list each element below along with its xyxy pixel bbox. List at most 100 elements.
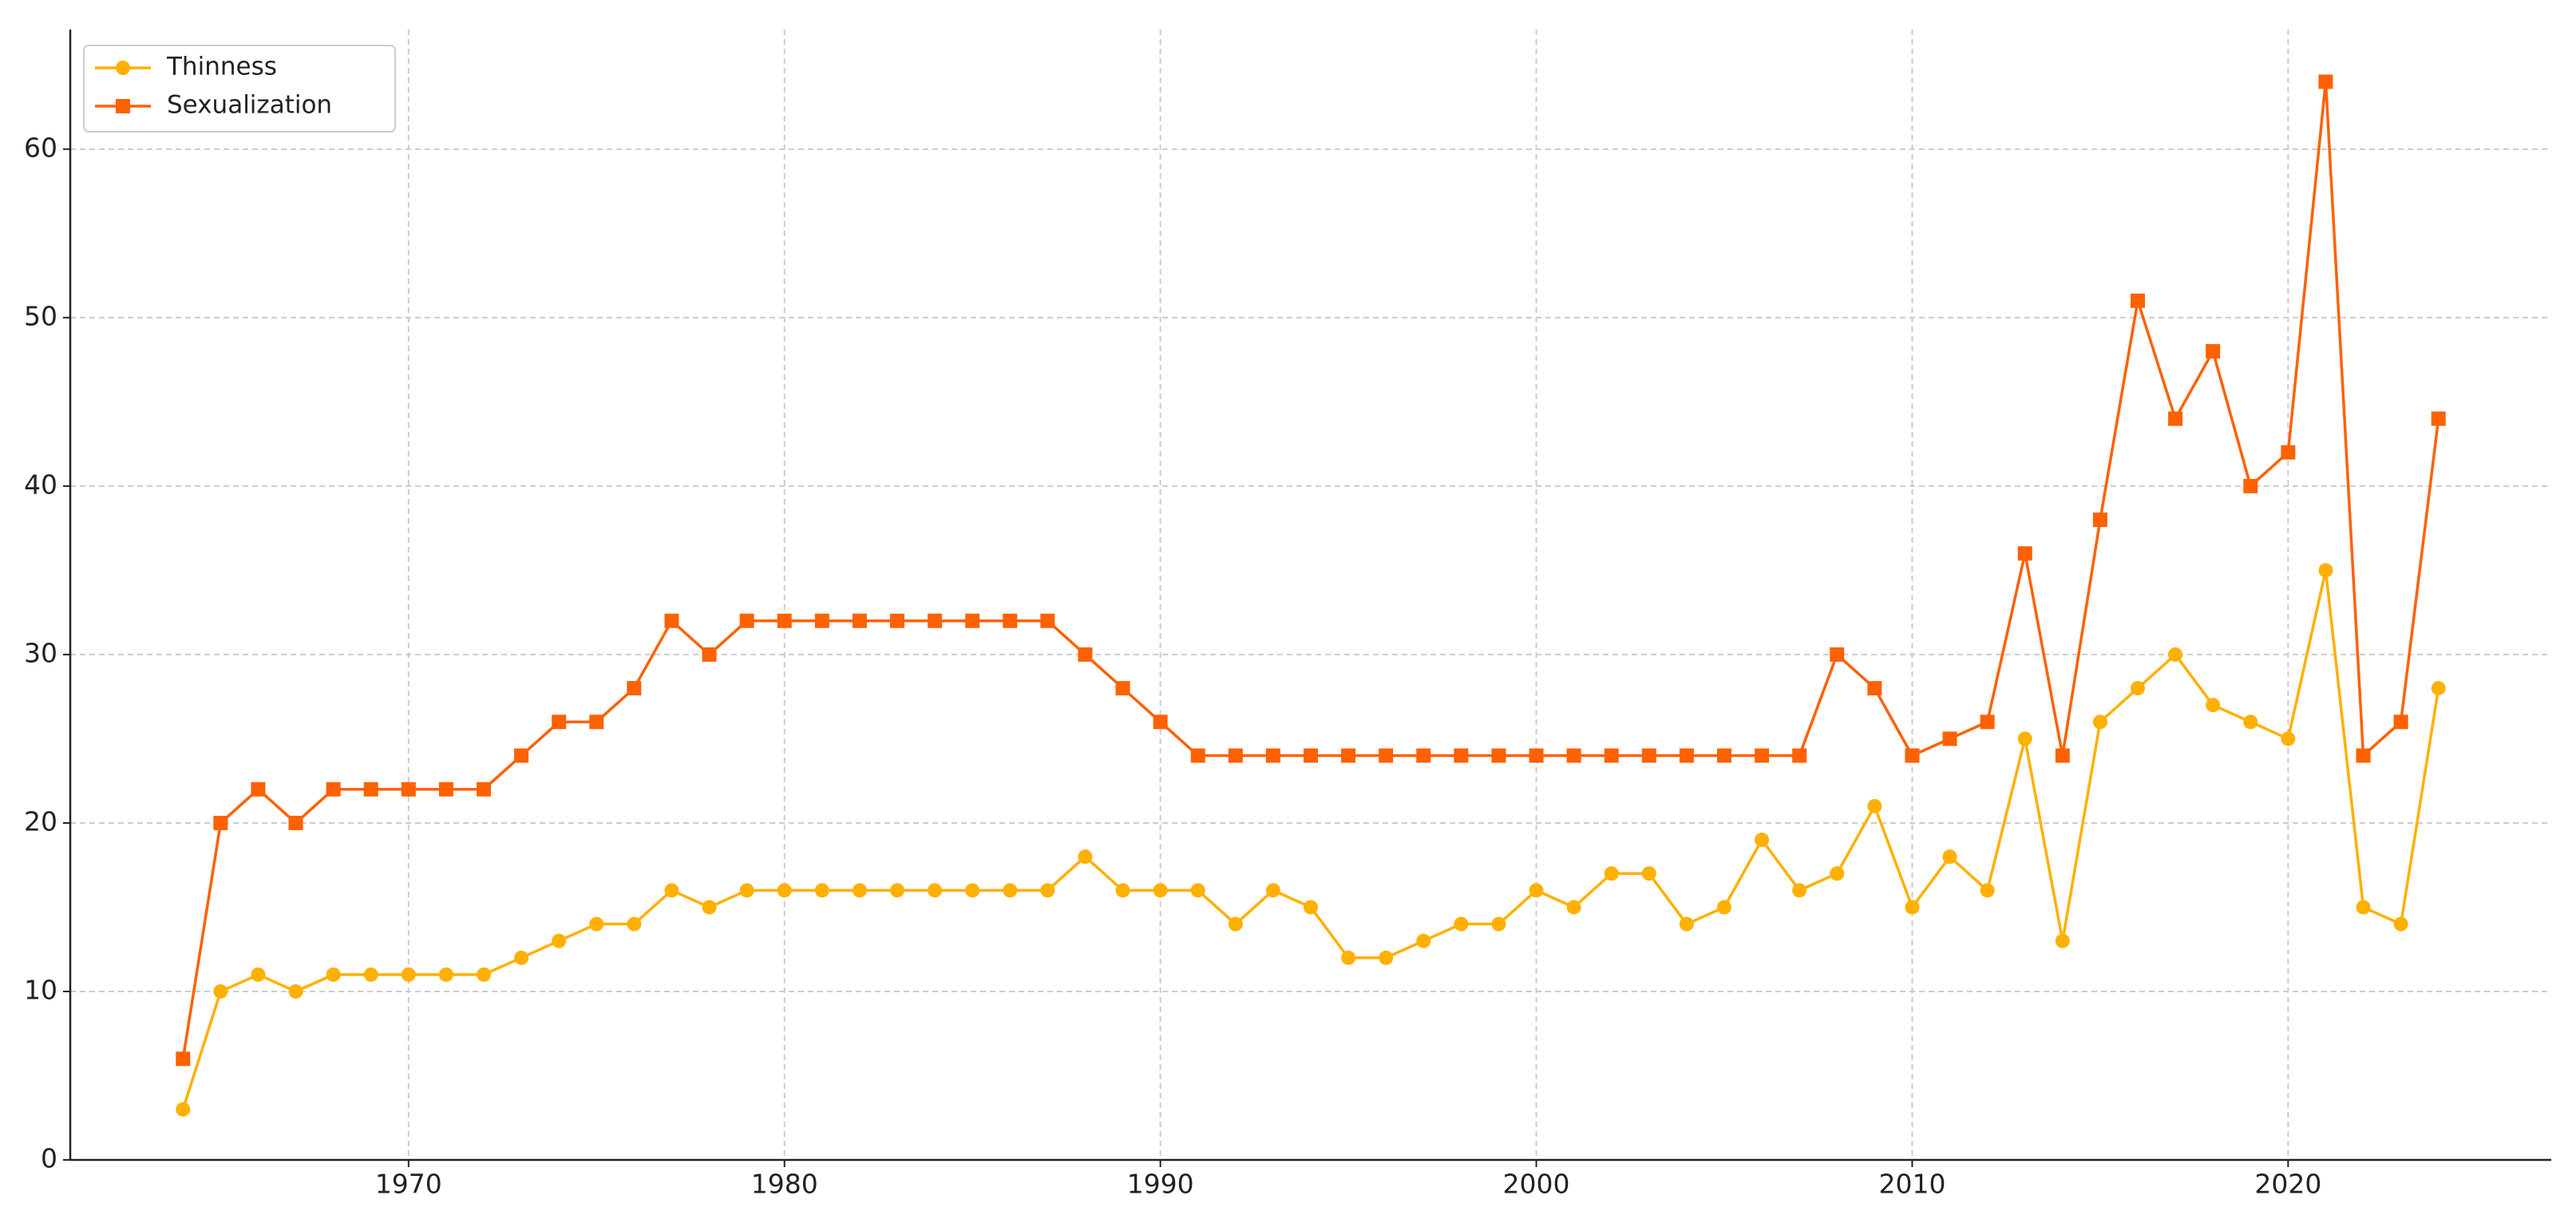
marker — [928, 613, 943, 628]
marker — [1792, 748, 1807, 763]
marker — [2017, 731, 2032, 746]
marker — [2206, 344, 2221, 359]
marker — [438, 967, 453, 982]
x-tick-label: 1980 — [751, 1169, 818, 1200]
marker — [928, 883, 943, 898]
marker — [2318, 74, 2333, 89]
marker — [1566, 748, 1581, 763]
marker — [2281, 731, 2296, 746]
marker — [116, 99, 130, 113]
marker — [251, 967, 266, 982]
marker — [664, 883, 679, 898]
marker — [176, 1051, 191, 1067]
marker — [2393, 714, 2408, 730]
marker — [1491, 916, 1506, 932]
marker — [890, 613, 904, 628]
marker — [1040, 613, 1055, 628]
marker — [1604, 866, 1619, 881]
marker — [1228, 916, 1243, 932]
marker — [1529, 748, 1544, 763]
x-tick-label: 1990 — [1127, 1169, 1194, 1200]
marker — [363, 967, 378, 982]
marker — [1454, 916, 1469, 932]
marker — [213, 983, 228, 999]
marker — [1304, 900, 1318, 915]
legend-label: Thinness — [166, 53, 277, 81]
marker — [1153, 883, 1168, 898]
x-tick-label: 2010 — [1878, 1169, 1945, 1200]
marker — [176, 1102, 191, 1117]
marker — [1190, 883, 1205, 898]
marker — [2017, 546, 2032, 561]
marker — [1341, 950, 1356, 965]
marker — [514, 950, 529, 965]
marker — [1040, 883, 1055, 898]
marker — [1980, 883, 1995, 898]
marker — [2055, 748, 2070, 763]
marker — [1566, 900, 1581, 915]
marker — [1641, 866, 1656, 881]
marker — [890, 883, 904, 898]
marker — [1416, 748, 1431, 763]
marker — [326, 967, 341, 982]
marker — [1641, 748, 1656, 763]
marker — [1153, 714, 1168, 730]
marker — [1265, 748, 1280, 763]
marker — [965, 883, 980, 898]
marker — [438, 782, 453, 797]
legend-box — [83, 45, 396, 133]
marker — [1867, 798, 1882, 813]
y-tick-label: 60 — [24, 132, 57, 163]
marker — [1942, 849, 1957, 865]
marker — [2318, 563, 2333, 578]
marker — [852, 883, 867, 898]
marker — [1905, 900, 1920, 915]
marker — [116, 61, 130, 75]
marker — [1341, 748, 1356, 763]
marker — [401, 782, 416, 797]
y-tick-label: 20 — [24, 805, 57, 837]
marker — [326, 782, 341, 797]
marker — [2168, 411, 2183, 426]
marker — [1228, 748, 1243, 763]
y-tick-label: 30 — [24, 637, 57, 668]
marker — [1980, 714, 1995, 730]
marker — [1078, 647, 1093, 662]
marker — [702, 647, 717, 662]
marker — [1115, 883, 1130, 898]
marker — [1078, 849, 1093, 865]
marker — [589, 714, 604, 730]
marker — [1304, 748, 1318, 763]
marker — [1379, 950, 1394, 965]
marker — [2092, 513, 2107, 528]
marker — [213, 815, 228, 830]
x-tick-label: 1970 — [375, 1169, 442, 1200]
marker — [965, 613, 980, 628]
marker — [2055, 933, 2070, 948]
marker — [401, 967, 416, 982]
marker — [552, 933, 567, 948]
marker — [739, 883, 754, 898]
marker — [1792, 883, 1807, 898]
marker — [2131, 293, 2145, 308]
y-tick-label: 10 — [24, 974, 57, 1005]
marker — [1717, 748, 1731, 763]
marker — [1003, 613, 1018, 628]
y-tick-label: 50 — [24, 300, 57, 331]
marker — [1755, 833, 1770, 848]
marker — [2431, 681, 2446, 696]
series — [176, 563, 2446, 1117]
marker — [288, 983, 303, 999]
marker — [2393, 916, 2408, 932]
series-line — [181, 570, 2440, 1110]
marker — [777, 883, 792, 898]
marker — [1003, 883, 1018, 898]
marker — [664, 613, 679, 628]
marker — [1905, 748, 1920, 763]
marker — [2168, 647, 2183, 662]
marker — [777, 613, 792, 628]
marker — [627, 916, 642, 932]
marker — [552, 714, 567, 730]
marker — [1379, 748, 1394, 763]
